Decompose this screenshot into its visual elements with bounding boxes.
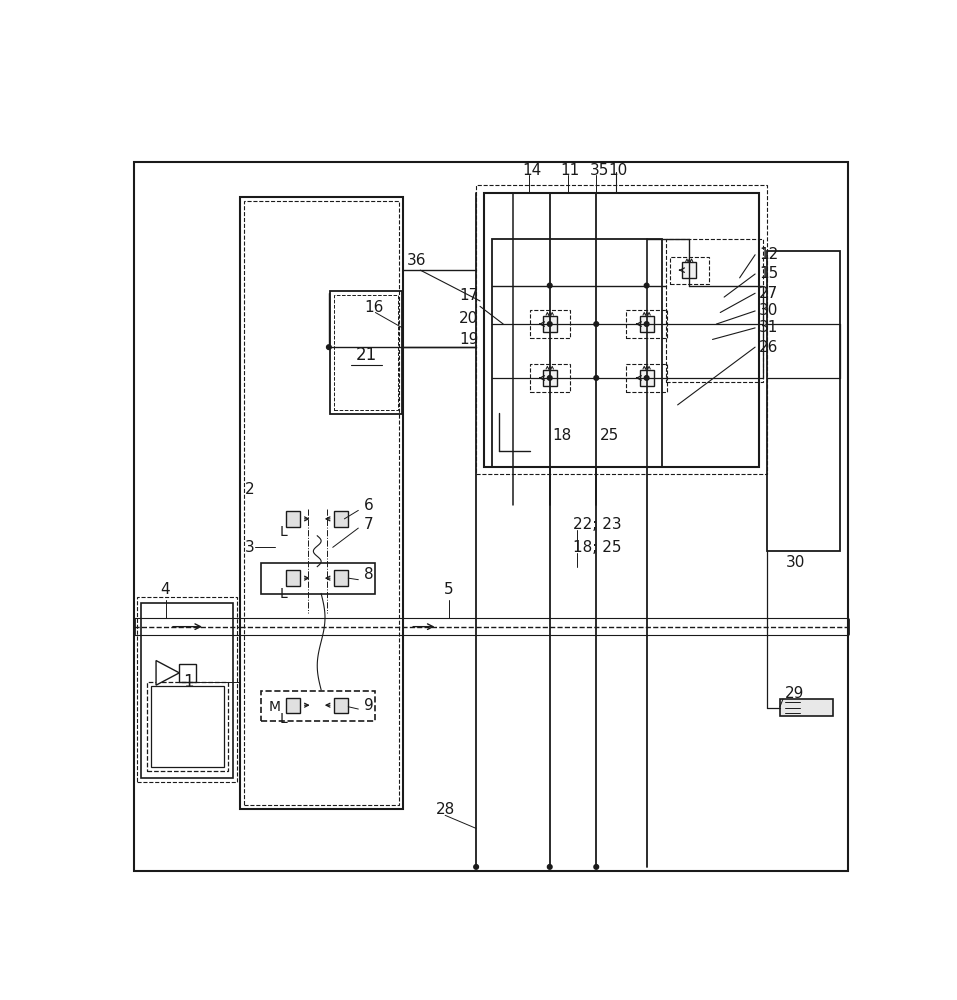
Bar: [639, 316, 654, 332]
Circle shape: [547, 865, 552, 869]
Text: 1: 1: [183, 673, 194, 691]
Text: 11: 11: [561, 163, 580, 178]
Bar: [244, 201, 399, 805]
Circle shape: [547, 283, 552, 288]
Circle shape: [594, 865, 598, 869]
Circle shape: [594, 376, 598, 380]
Text: L: L: [280, 525, 288, 539]
Text: 20: 20: [459, 311, 478, 326]
Bar: [334, 698, 348, 713]
Bar: [240, 197, 403, 809]
Bar: [767, 251, 840, 551]
Text: 6: 6: [364, 497, 373, 512]
Text: 9: 9: [364, 698, 373, 713]
Text: 25: 25: [600, 428, 619, 443]
Text: M: M: [268, 700, 280, 714]
Bar: [142, 603, 233, 778]
Circle shape: [547, 376, 552, 380]
Bar: [670, 257, 708, 284]
Text: 27: 27: [759, 286, 778, 301]
Bar: [543, 316, 557, 332]
Text: 10: 10: [608, 163, 627, 178]
Bar: [137, 597, 237, 782]
Bar: [682, 262, 696, 278]
Circle shape: [326, 345, 331, 349]
Bar: [286, 698, 300, 713]
Circle shape: [644, 283, 649, 288]
Bar: [780, 699, 833, 716]
Bar: [260, 563, 375, 594]
Bar: [330, 291, 402, 414]
Polygon shape: [156, 661, 179, 685]
Text: 15: 15: [759, 266, 778, 282]
Text: 16: 16: [365, 300, 384, 315]
Text: 14: 14: [522, 163, 541, 178]
Text: 29: 29: [785, 686, 804, 701]
Text: 18; 25: 18; 25: [573, 540, 621, 555]
Text: 17: 17: [459, 288, 478, 303]
Text: 28: 28: [435, 802, 456, 817]
Bar: [179, 664, 196, 682]
Bar: [543, 370, 557, 386]
Circle shape: [594, 322, 598, 326]
Bar: [286, 570, 300, 586]
Text: 8: 8: [364, 567, 373, 582]
Bar: [334, 295, 398, 410]
Bar: [286, 511, 300, 527]
Text: L: L: [280, 587, 288, 601]
Text: 35: 35: [590, 163, 610, 178]
Circle shape: [644, 322, 649, 326]
Text: 19: 19: [459, 332, 478, 347]
Bar: [529, 364, 570, 392]
Text: 31: 31: [759, 320, 778, 335]
Bar: [150, 686, 224, 767]
Text: 5: 5: [444, 582, 454, 597]
Bar: [639, 370, 654, 386]
Text: 3: 3: [245, 540, 255, 555]
Bar: [334, 570, 348, 586]
Text: 21: 21: [355, 346, 377, 364]
Bar: [146, 682, 228, 771]
Bar: [529, 310, 570, 338]
Bar: [627, 364, 667, 392]
Circle shape: [547, 322, 552, 326]
Text: 2: 2: [245, 482, 255, 497]
Text: L: L: [280, 712, 288, 726]
Bar: [260, 691, 375, 721]
Text: 18: 18: [552, 428, 571, 443]
Bar: [484, 193, 759, 466]
Circle shape: [474, 865, 478, 869]
Text: 4: 4: [160, 582, 169, 597]
Text: 26: 26: [759, 340, 778, 355]
Text: 30: 30: [759, 303, 778, 318]
Bar: [627, 310, 667, 338]
Bar: [334, 511, 348, 527]
Text: 12: 12: [759, 247, 778, 262]
Bar: [492, 239, 662, 466]
Text: 22; 23: 22; 23: [573, 517, 622, 532]
Text: 7: 7: [364, 517, 373, 532]
Circle shape: [644, 376, 649, 380]
Text: 36: 36: [407, 253, 426, 268]
Bar: [666, 239, 763, 382]
Text: 30: 30: [786, 555, 806, 570]
Bar: [477, 185, 767, 474]
